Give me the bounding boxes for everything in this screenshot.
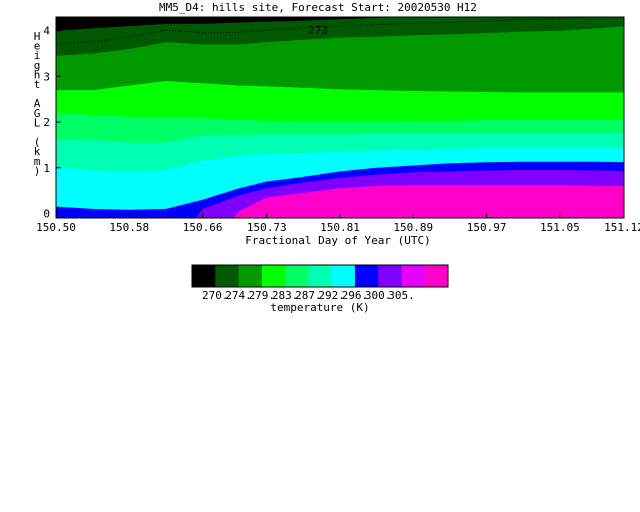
y-axis-label-char: t xyxy=(34,78,41,91)
colorbar-tick-label: 296. xyxy=(342,289,369,302)
colorbar-swatch xyxy=(215,265,240,287)
contour-line-273 xyxy=(56,17,595,45)
y-axis-label-char: k xyxy=(34,145,41,158)
x-axis: 150.50 150.58 150.66 150.73 150.81 150.89 150.… xyxy=(36,213,640,234)
colorbar-swatch xyxy=(401,265,426,287)
temperature-bands xyxy=(56,17,624,218)
x-tick-label: 150.50 xyxy=(36,221,76,234)
colorbar-swatch xyxy=(192,265,216,287)
x-tick-label: 150.97 xyxy=(467,221,507,234)
y-tick-label: 4 xyxy=(43,25,50,38)
colorbar-tick-label: 283. xyxy=(272,289,299,302)
x-tick-label: 150.89 xyxy=(393,221,433,234)
y-axis-label-char: A xyxy=(34,97,41,110)
y-axis-label-char: ) xyxy=(34,164,41,177)
x-tick-label: 151.12 xyxy=(604,221,640,234)
colorbar-swatch xyxy=(354,265,379,287)
y-axis-label-char: e xyxy=(34,40,41,53)
colorbar-tick-label: 292. xyxy=(318,289,345,302)
x-axis-label: Fractional Day of Year (UTC) xyxy=(245,234,430,247)
colorbar-swatch xyxy=(285,265,309,287)
y-tick-label: 3 xyxy=(43,70,50,83)
y-tick-label: 2 xyxy=(43,116,50,129)
colorbar-tick-label: 279. xyxy=(249,289,276,302)
colorbar-swatch xyxy=(378,265,402,287)
colorbar-label: temperature (K) xyxy=(270,301,369,314)
x-tick-label: 150.73 xyxy=(247,221,287,234)
y-axis-label-char: g xyxy=(34,59,41,72)
colorbar: 270.274.279.283.287.292.296.300.305. xyxy=(191,264,449,302)
chart-title: MM5_D4: hills site, Forecast Start: 2002… xyxy=(159,1,477,14)
colorbar-swatch xyxy=(308,265,333,287)
y-axis-label-char: L xyxy=(34,116,41,129)
contour-annotation: 273 xyxy=(308,24,328,37)
colorbar-swatch xyxy=(238,265,263,287)
y-axis-label-char: ( xyxy=(34,136,41,149)
x-tick-label: 150.81 xyxy=(320,221,360,234)
colorbar-tick-label: 274. xyxy=(225,289,252,302)
x-tick-label: 150.66 xyxy=(183,221,223,234)
y-axis: 0 1 2 3 4 xyxy=(43,25,61,220)
y-tick-label: 0 xyxy=(43,207,50,220)
colorbar-swatch xyxy=(331,265,356,287)
y-axis-label-char: i xyxy=(34,49,41,62)
colorbar-swatch xyxy=(424,265,449,287)
colorbar-swatch xyxy=(261,265,286,287)
x-tick-label: 150.58 xyxy=(109,221,149,234)
band-below-305 xyxy=(233,185,624,218)
colorbar-tick-label: 300. xyxy=(365,289,392,302)
y-axis-label-char: G xyxy=(34,107,41,120)
y-tick-label: 1 xyxy=(43,162,50,175)
y-axis-label-char: m xyxy=(34,155,41,168)
y-axis-label-char: h xyxy=(34,68,41,81)
colorbar-frame xyxy=(191,264,449,288)
colorbar-tick-label: 305. xyxy=(388,289,415,302)
x-tick-label: 151.05 xyxy=(540,221,580,234)
plot-area: 273 xyxy=(55,16,625,219)
colorbar-tick-label: 287. xyxy=(295,289,322,302)
y-axis-label-char: H xyxy=(34,30,41,43)
colorbar-tick-label: 270. xyxy=(202,289,229,302)
